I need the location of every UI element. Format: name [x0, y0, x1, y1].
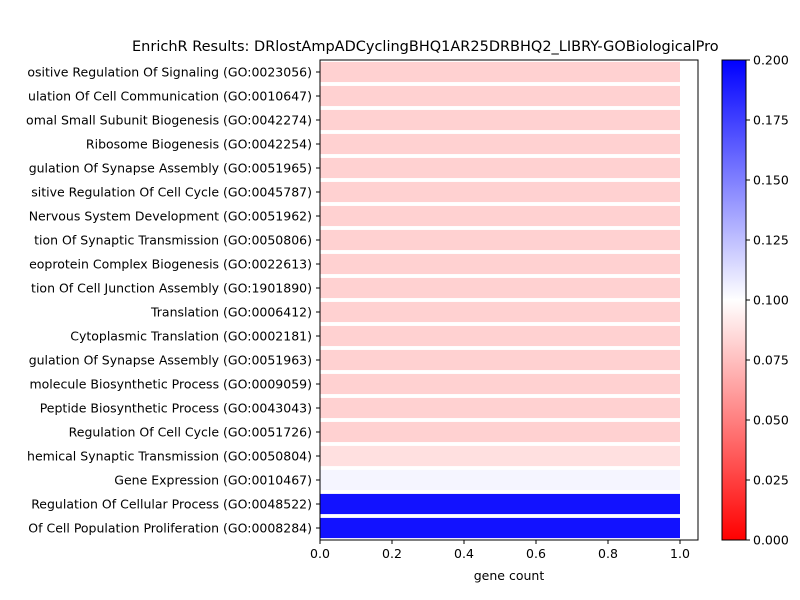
category-label: Peptide Biosynthetic Process (GO:0043043… [40, 401, 312, 416]
colorbar-tick-label: 0.100 [753, 293, 789, 308]
bar [320, 109, 680, 131]
bar [320, 205, 680, 227]
x-tick-label: 0.2 [382, 546, 402, 561]
chart-title: EnrichR Results: DRlostAmpADCyclingBHQ1A… [132, 39, 719, 55]
category-label: Ribosome Biogenesis (GO:0042254) [86, 137, 312, 152]
colorbar-tick-label: 0.125 [753, 233, 789, 248]
bar [320, 493, 680, 515]
bar [320, 349, 680, 371]
category-label: sitive Regulation Of Cell Cycle (GO:0045… [31, 185, 312, 200]
x-tick-label: 0.4 [454, 546, 474, 561]
category-label: Regulation Of Cell Cycle (GO:0051726) [69, 425, 312, 440]
bar [320, 517, 680, 539]
category-label: Regulation Of Cellular Process (GO:00485… [31, 497, 312, 512]
colorbar-tick-label: 0.025 [753, 473, 789, 488]
bar [320, 229, 680, 251]
colorbar-tick-label: 0.000 [753, 533, 789, 548]
bar [320, 397, 680, 419]
x-axis-label: gene count [474, 568, 545, 583]
bar [320, 277, 680, 299]
colorbar-tick-label: 0.075 [753, 353, 789, 368]
bar [320, 253, 680, 275]
category-label: Gene Expression (GO:0010467) [114, 473, 312, 488]
plot-frame [319, 59, 699, 541]
colorbar-ticks: 0.000 0.025 0.050 0.075 0.100 0.125 0.150 0.175… [746, 53, 789, 548]
category-label: Of Cell Population Proliferation (GO:000… [28, 521, 312, 536]
category-label: molecule Biosynthetic Process (GO:000905… [29, 377, 312, 392]
x-tick-label: 1.0 [670, 546, 690, 561]
bar [320, 325, 680, 347]
category-label: Cytoplasmic Translation (GO:0002181) [70, 329, 312, 344]
bar [320, 157, 680, 179]
category-label: Translation (GO:0006412) [150, 305, 312, 320]
bar [320, 421, 680, 443]
category-label: ositive Regulation Of Signaling (GO:0023… [27, 65, 312, 80]
x-tick-label: 0.6 [526, 546, 546, 561]
bar [320, 133, 680, 155]
x-axis-ticks: 0.0 0.2 0.4 0.6 0.8 1.0 [310, 540, 690, 561]
category-label: gulation Of Synapse Assembly (GO:0051965… [29, 161, 312, 176]
bar [320, 469, 680, 491]
colorbar-tick-label: 0.175 [753, 113, 789, 128]
bar [320, 301, 680, 323]
category-label: Nervous System Development (GO:0051962) [29, 209, 312, 224]
bar-group [320, 61, 680, 539]
x-tick-label: 0.8 [598, 546, 618, 561]
x-tick-label: 0.0 [310, 546, 330, 561]
category-label: tion Of Synaptic Transmission (GO:005080… [34, 233, 312, 248]
category-label: gulation Of Synapse Assembly (GO:0051963… [29, 353, 312, 368]
bar [320, 61, 680, 83]
bar [320, 445, 680, 467]
category-label: omal Small Subunit Biogenesis (GO:004227… [26, 113, 312, 128]
colorbar [721, 59, 747, 541]
category-labels: ositive Regulation Of Signaling (GO:0023… [26, 65, 320, 536]
category-label: ulation Of Cell Communication (GO:001064… [28, 89, 312, 104]
category-label: eoprotein Complex Biogenesis (GO:0022613… [29, 257, 312, 272]
colorbar-tick-label: 0.150 [753, 173, 789, 188]
bar [320, 181, 680, 203]
colorbar-tick-label: 0.050 [753, 413, 789, 428]
category-label: tion Of Cell Junction Assembly (GO:19018… [31, 281, 312, 296]
bar [320, 373, 680, 395]
bar [320, 85, 680, 107]
category-label: hemical Synaptic Transmission (GO:005080… [27, 449, 312, 464]
colorbar-tick-label: 0.200 [753, 53, 789, 68]
